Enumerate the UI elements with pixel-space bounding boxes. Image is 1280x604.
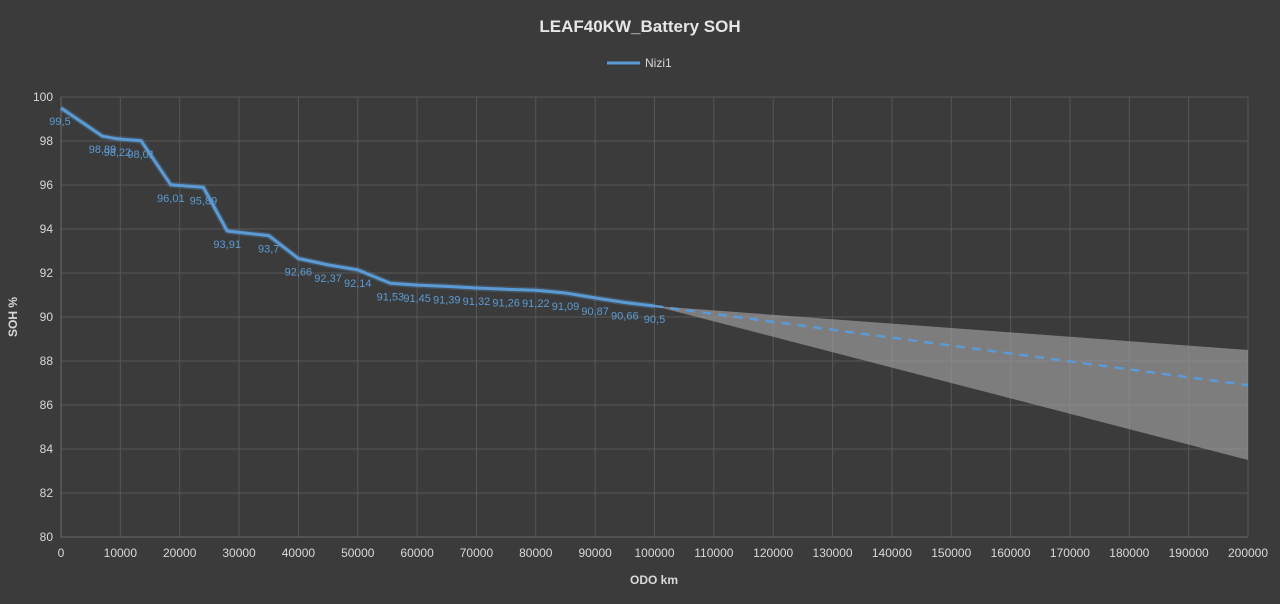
data-label: 90,5 — [644, 314, 665, 326]
data-label: 90,87 — [581, 306, 609, 318]
y-tick-label: 90 — [40, 310, 54, 324]
y-tick-label: 94 — [40, 222, 54, 236]
y-tick-label: 96 — [40, 178, 54, 192]
x-tick-label: 200000 — [1228, 546, 1268, 560]
data-label: 98,22 — [104, 147, 132, 159]
data-label: 92,37 — [314, 273, 342, 285]
data-label: 91,26 — [492, 297, 520, 309]
x-tick-label: 70000 — [460, 546, 494, 560]
y-tick-label: 100 — [33, 90, 53, 104]
data-label: 95,89 — [190, 195, 218, 207]
forecast-band — [654, 306, 1248, 460]
x-tick-label: 50000 — [341, 546, 375, 560]
x-tick-label: 150000 — [931, 546, 971, 560]
data-label: 91,45 — [403, 293, 431, 305]
legend-label: Nizi1 — [645, 56, 672, 70]
x-tick-label: 40000 — [282, 546, 316, 560]
data-label: 91,22 — [522, 298, 550, 310]
x-tick-label: 190000 — [1169, 546, 1209, 560]
x-tick-label: 20000 — [163, 546, 197, 560]
data-label: 91,53 — [377, 291, 405, 303]
y-tick-label: 80 — [40, 530, 54, 544]
x-tick-label: 170000 — [1050, 546, 1090, 560]
data-label: 92,14 — [344, 278, 372, 290]
y-tick-label: 88 — [40, 354, 54, 368]
series-line — [60, 106, 655, 308]
trend-line — [654, 304, 1249, 387]
data-label: 91,32 — [463, 296, 491, 308]
data-label: 98,89 — [89, 144, 117, 156]
data-label: 91,09 — [552, 301, 580, 313]
y-tick-label: 86 — [40, 398, 54, 412]
chart-title: LEAF40KW_Battery SOH — [539, 17, 740, 36]
data-label: 93,91 — [213, 239, 241, 251]
x-tick-label: 100000 — [634, 546, 674, 560]
confidence-band — [654, 306, 1248, 460]
data-label: 98,01 — [127, 149, 155, 161]
x-tick-label: 180000 — [1109, 546, 1149, 560]
x-tick-label: 90000 — [578, 546, 612, 560]
data-label: 91,39 — [433, 294, 461, 306]
legend: Nizi1 — [607, 56, 672, 70]
x-tick-label: 60000 — [400, 546, 434, 560]
y-axis-title: SOH % — [6, 297, 20, 337]
x-tick-label: 140000 — [872, 546, 912, 560]
x-tick-label: 110000 — [694, 546, 733, 560]
x-tick-label: 120000 — [753, 546, 793, 560]
data-label: 90,66 — [611, 310, 639, 322]
x-tick-label: 80000 — [519, 546, 553, 560]
data-label: 99,5 — [49, 116, 70, 128]
x-tick-label: 130000 — [813, 546, 853, 560]
series-layer — [59, 105, 1249, 387]
x-tick-label: 10000 — [104, 546, 138, 560]
data-label: 96,01 — [157, 193, 185, 205]
data-label: 93,7 — [258, 244, 279, 256]
x-axis-title: ODO km — [630, 573, 678, 587]
data-label: 92,66 — [285, 266, 313, 278]
y-tick-label: 98 — [40, 134, 54, 148]
x-tick-label: 0 — [58, 546, 65, 560]
axes: 80 82 84 86 88 90 92 94 96 98 100 0 10000 20000 30000 4… — [33, 90, 1268, 560]
y-tick-label: 92 — [40, 266, 54, 280]
y-tick-label: 82 — [40, 486, 54, 500]
x-tick-label: 160000 — [991, 546, 1031, 560]
y-tick-label: 84 — [40, 442, 54, 456]
x-tick-label: 30000 — [222, 546, 256, 560]
